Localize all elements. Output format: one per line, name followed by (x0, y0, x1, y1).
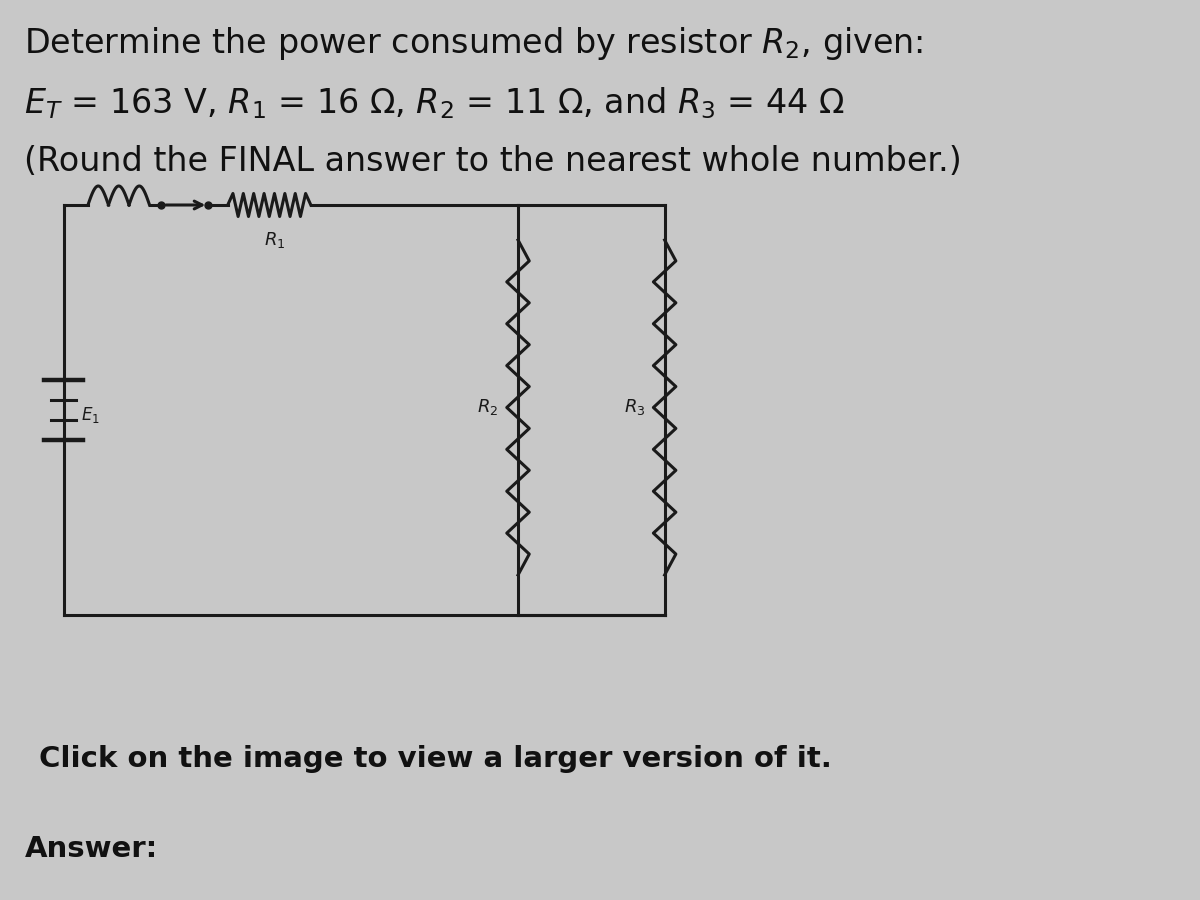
Text: $R_2$: $R_2$ (478, 398, 498, 418)
Text: Click on the image to view a larger version of it.: Click on the image to view a larger vers… (40, 745, 832, 773)
Text: Determine the power consumed by resistor $R_2$, given:: Determine the power consumed by resistor… (24, 25, 924, 62)
Text: $E_1$: $E_1$ (82, 405, 100, 425)
Text: $E_T$ = 163 V, $R_1$ = 16 Ω, $R_2$ = 11 Ω, and $R_3$ = 44 Ω: $E_T$ = 163 V, $R_1$ = 16 Ω, $R_2$ = 11 … (24, 85, 845, 121)
Text: Answer:: Answer: (24, 835, 157, 863)
Text: $R_1$: $R_1$ (264, 230, 286, 250)
Text: $R_3$: $R_3$ (624, 398, 646, 418)
Text: (Round the FINAL answer to the nearest whole number.): (Round the FINAL answer to the nearest w… (24, 145, 962, 178)
